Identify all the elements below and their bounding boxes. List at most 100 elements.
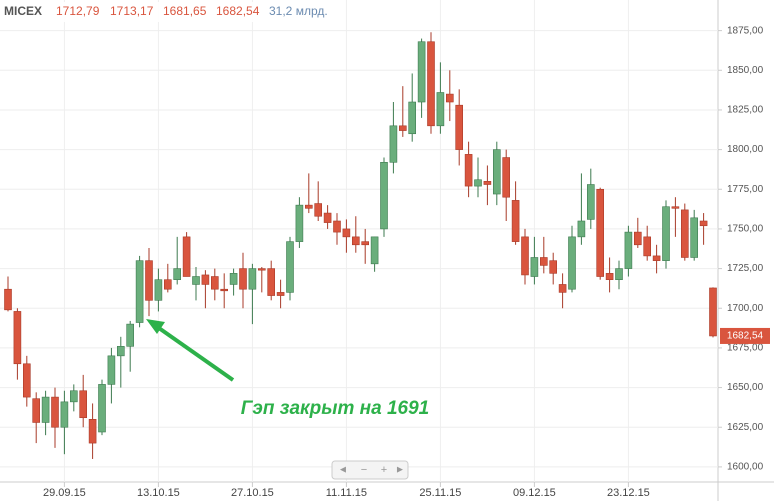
y-tick-label: 1775,00 (727, 184, 764, 195)
candle (342, 219, 351, 253)
y-tick-label: 1600,00 (727, 462, 764, 473)
candle (239, 252, 247, 309)
candle (351, 216, 360, 253)
candle-body (577, 220, 586, 238)
candle-body (295, 204, 304, 242)
candle (164, 263, 172, 293)
candle-body (22, 363, 31, 398)
candle (596, 187, 605, 280)
last-price-box (720, 327, 770, 344)
candle (521, 228, 529, 285)
candle-body (211, 276, 219, 290)
candle (408, 73, 417, 142)
candle (220, 273, 228, 309)
y-tick-label: 1825,00 (727, 105, 764, 116)
candle-body (624, 231, 633, 269)
candle-body (662, 206, 670, 261)
y-tick-label: 1625,00 (727, 422, 764, 433)
candle (586, 168, 595, 229)
candle (427, 32, 435, 134)
candle-body (699, 220, 708, 227)
candle-body (464, 154, 473, 187)
candle-body (220, 288, 228, 292)
candle-body (13, 311, 22, 365)
candle-body (51, 396, 59, 428)
candle (13, 308, 22, 380)
y-tick-label: 1850,00 (727, 65, 764, 76)
candle-body (323, 212, 332, 223)
candle (652, 244, 661, 274)
candle-body (596, 188, 605, 277)
candle (32, 392, 41, 444)
candle-body (633, 231, 642, 246)
candle (22, 355, 31, 407)
arrow-line (154, 324, 235, 382)
candle-body (398, 125, 407, 131)
candle (333, 213, 341, 245)
candle (455, 89, 464, 166)
y-tick-label: 1875,00 (727, 25, 764, 36)
ohlc-value: 1681,65 (163, 4, 207, 18)
candle (98, 379, 106, 436)
candle-body (41, 396, 50, 423)
candle-body (690, 217, 699, 258)
candle-body (32, 398, 41, 423)
candle (182, 232, 191, 277)
candle-body (652, 255, 661, 261)
candle-body (558, 284, 567, 293)
ohlc-value: 1712,79 (56, 4, 100, 18)
candle (558, 273, 567, 309)
candle-body (88, 419, 97, 444)
zoom-out[interactable]: − (361, 464, 367, 476)
candle (605, 257, 614, 293)
zoom-in[interactable]: + (381, 464, 387, 476)
candle-body (568, 236, 576, 290)
candle (192, 267, 200, 301)
candle-body (333, 220, 341, 233)
candle (380, 157, 388, 237)
candle-body (539, 257, 548, 266)
scroll-right[interactable]: ► (395, 465, 405, 476)
candle (295, 197, 304, 248)
candle (117, 336, 125, 388)
candle (690, 209, 699, 261)
candle-body (182, 236, 191, 277)
zoom-controls[interactable]: ◄ − + ► (331, 460, 409, 480)
candle (229, 268, 238, 296)
candle (267, 260, 276, 301)
candle-body (605, 273, 614, 280)
y-tick-label: 1800,00 (727, 144, 764, 155)
candle (474, 157, 482, 198)
candle-body (154, 279, 163, 301)
candle (257, 267, 266, 293)
candle-body (408, 101, 417, 135)
candle-body (455, 104, 464, 150)
candle (51, 387, 59, 448)
arrow (146, 319, 235, 382)
candle-body (145, 260, 153, 301)
candle (304, 173, 313, 214)
candle (41, 390, 50, 436)
candle (398, 86, 407, 137)
ohlc-value: 1682,54 (216, 4, 260, 18)
candle (530, 236, 539, 285)
scroll-left[interactable]: ◄ (338, 465, 348, 476)
candle (502, 149, 511, 221)
candle-body (117, 346, 125, 357)
candle (135, 255, 144, 328)
candle-body (98, 384, 106, 433)
candle-body (680, 209, 689, 258)
candle (286, 236, 294, 301)
candle (248, 263, 257, 325)
zoom-box[interactable] (331, 460, 409, 480)
candle-body (521, 236, 529, 276)
candle-body (511, 200, 520, 242)
candle-body (436, 92, 445, 127)
candle-body (201, 274, 210, 285)
candle (4, 276, 12, 312)
candle-body (389, 125, 398, 163)
candle-body (417, 41, 426, 103)
x-tick-label: 29.09.15 (43, 487, 86, 499)
candle-body (164, 279, 172, 290)
candle-body (370, 236, 379, 265)
